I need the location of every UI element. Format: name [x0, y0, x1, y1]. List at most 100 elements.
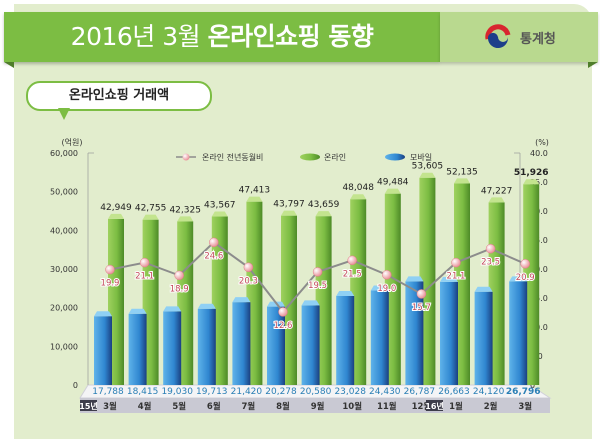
- left-axis-unit: (억원): [62, 137, 83, 147]
- yoy-point: [139, 257, 150, 268]
- banner-fold: [4, 62, 14, 68]
- online-value-label: 52,135: [446, 167, 478, 177]
- legend-mobile-swatch: [385, 153, 405, 161]
- category-label: 6월: [207, 401, 221, 412]
- online-bar-cap: [454, 178, 470, 184]
- category-label: 9월: [311, 401, 325, 412]
- yoy-point: [105, 264, 115, 275]
- mobile-bar: [370, 285, 389, 385]
- yoy-point: [416, 289, 427, 299]
- mobile-bar-cap: [405, 276, 424, 282]
- mobile-bar-cap: [163, 306, 182, 312]
- yoy-point: [520, 259, 530, 269]
- right-tick-label: 40.0: [530, 149, 548, 158]
- mobile-bar-body: [440, 281, 458, 385]
- mobile-value-label: 26,787: [404, 387, 436, 397]
- mobile-bar: [509, 276, 528, 385]
- yoy-value-label: 21.1: [135, 272, 154, 282]
- mobile-bar: [301, 300, 320, 385]
- right-tick-label: 0: [530, 381, 535, 390]
- mobile-value-label: 23,028: [334, 387, 366, 397]
- online-value-label: 42,755: [135, 204, 167, 214]
- year-badge-label: 15년: [79, 401, 98, 411]
- yoy-point: [312, 267, 323, 277]
- yoy-value-label: 19.9: [101, 279, 120, 289]
- online-bar-cap: [523, 179, 540, 185]
- mobile-value-label: 17,788: [92, 387, 124, 397]
- mobile-bar-cap: [197, 303, 216, 309]
- left-tick-label: 10,000: [50, 342, 78, 351]
- online-value-label: 48,048: [342, 183, 374, 193]
- mobile-bar-body: [197, 308, 216, 385]
- online-value-label: 43,659: [308, 200, 340, 210]
- mobile-bar-body: [232, 302, 251, 385]
- mobile-bar: [94, 311, 112, 385]
- online-value-label: 43,567: [204, 201, 236, 211]
- category-label: 3월: [518, 401, 532, 412]
- yoy-line: 19.9 21.1 18.9 24.6 20.3 12.6 19.5 21.5 19.0 15.7…: [100, 237, 536, 332]
- yoy-value-label: 18.9: [170, 284, 189, 294]
- mobile-bar-body: [163, 311, 182, 385]
- title-date: 2016년 3월: [70, 22, 208, 51]
- online-bar-cap: [350, 194, 367, 200]
- mobile-bar-cap: [509, 276, 528, 282]
- left-tick-label: 30,000: [50, 265, 78, 274]
- mobile-bar-cap: [232, 297, 251, 303]
- category-label: 1월: [449, 401, 463, 412]
- legend-label-online: 온라인: [324, 152, 346, 162]
- section-label-bubble: 온라인쇼핑 거래액: [26, 81, 212, 111]
- yoy-point: [451, 257, 461, 268]
- mobile-value-label: 18,415: [127, 387, 159, 397]
- mobile-bar-body: [336, 295, 355, 385]
- mobile-value-label: 24,430: [369, 387, 401, 397]
- yoy-value-label: 20.3: [239, 276, 258, 286]
- year-badge-label: 16년: [425, 401, 444, 411]
- mobile-bar-body: [474, 291, 493, 385]
- year-badge: [80, 400, 97, 411]
- yoy-point: [278, 307, 288, 317]
- online-value-label: 42,325: [169, 205, 201, 215]
- mobile-bar-body: [301, 305, 320, 385]
- left-tick-label: 50,000: [50, 188, 78, 197]
- category-label: 5월: [172, 401, 186, 412]
- mobile-value-label: 21,420: [231, 387, 263, 397]
- mobile-bar-cap: [440, 276, 458, 282]
- yoy-point: [347, 255, 357, 266]
- mobile-bar: [163, 306, 182, 385]
- agency-logo-box: 통계청: [440, 12, 598, 62]
- bubble-tail: [58, 108, 70, 120]
- mobile-value-label: 24,120: [473, 387, 505, 397]
- right-tick-label: 35.0: [530, 178, 548, 187]
- mobile-bar-body: [267, 306, 285, 385]
- mobile-bar-body: [405, 281, 424, 385]
- mobile-bar: [474, 286, 493, 385]
- mobile-bar-cap: [474, 286, 493, 292]
- right-axis-unit: (%): [535, 138, 549, 147]
- mobile-bar: [336, 290, 355, 385]
- yoy-value-label: 19.5: [308, 281, 327, 291]
- legend-online-swatch: [300, 153, 320, 161]
- category-label: 2월: [484, 401, 498, 412]
- mobile-bar: [197, 303, 216, 385]
- banner-fold: [588, 62, 598, 68]
- online-bar-cap: [384, 188, 401, 194]
- category-label: 4월: [138, 401, 152, 412]
- yoy-value-label: 21.5: [343, 269, 362, 279]
- left-tick-label: 60,000: [50, 149, 78, 158]
- mobile-bar-cap: [370, 285, 389, 291]
- category-label: 3월: [103, 401, 117, 412]
- legend-dot-swatch: [182, 153, 190, 161]
- mobile-value-label: 19,030: [161, 387, 193, 397]
- mobile-bar-cap: [336, 290, 355, 296]
- legend-label-mobile: 모바일: [410, 152, 432, 162]
- yoy-point: [382, 270, 392, 280]
- mobile-value-label: 19,713: [196, 387, 228, 397]
- mobile-bar-cap: [94, 311, 112, 317]
- yoy-value-label: 12.6: [274, 321, 293, 331]
- mobile-bar-body: [370, 290, 389, 385]
- category-label: 10월: [342, 401, 362, 412]
- yoy-value-label: 19.0: [377, 284, 396, 294]
- section-label: 온라인쇼핑 거래액: [68, 88, 170, 103]
